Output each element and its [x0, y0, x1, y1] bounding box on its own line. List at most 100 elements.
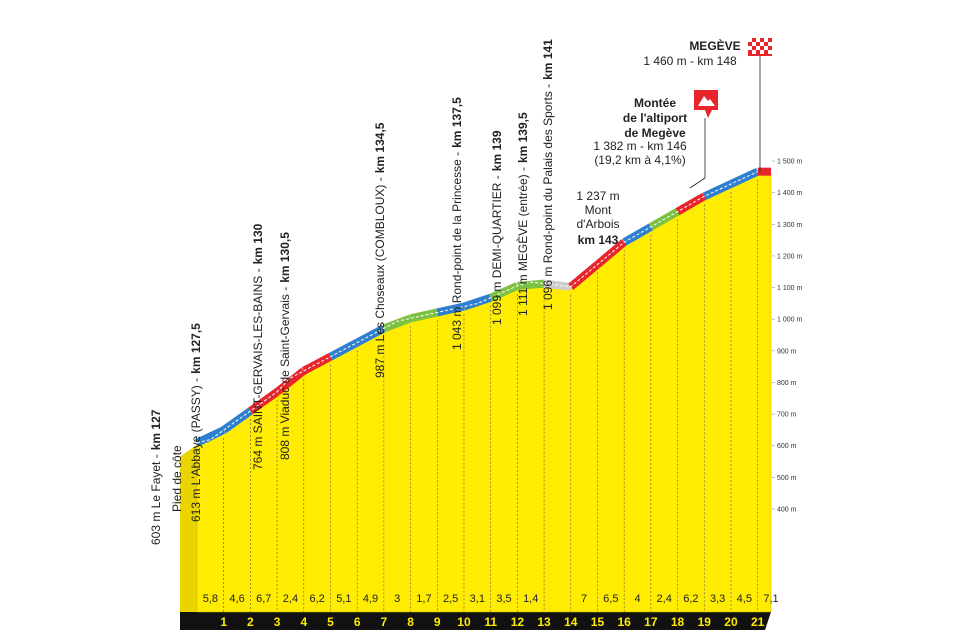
gradient-label: 4 [634, 593, 640, 605]
gradient-band [274, 367, 307, 395]
waypoint-label: 613 m L'Abbaye (PASSY) - km 127,5 [189, 323, 203, 522]
climb-name: Montée [634, 96, 676, 110]
gradient-label: 3 [394, 593, 400, 605]
y-tick-label: 800 m [777, 380, 797, 387]
climb-detail: (19,2 km à 4,1%) [594, 153, 685, 167]
waypoint-label: 1 096 m Rond-point du Palais des Sports … [541, 39, 555, 310]
y-tick-label: 1 100 m [777, 285, 802, 292]
gradient-label: 4,6 [229, 593, 244, 605]
side-face [180, 444, 197, 630]
km-label: 21 [751, 615, 765, 629]
waypoint-km: km 127 [149, 409, 163, 450]
waypoint-label: 1 099 m DEMI-QUARTIER - km 139 [490, 130, 504, 325]
km-label: 2 [247, 615, 254, 629]
gradient-label: 3,5 [496, 593, 511, 605]
waypoint-name: 613 m L'Abbaye (PASSY) - [189, 378, 203, 522]
summit-label: Mont [585, 203, 612, 217]
waypoint-name: 603 m Le Fayet - [149, 454, 163, 545]
waypoint-label: 764 m SAINT-GERVAIS-LES-BAINS - km 130 [251, 223, 265, 470]
gradient-band [517, 279, 545, 290]
y-tick-label: 700 m [777, 412, 797, 419]
gradient-label: 6,2 [683, 593, 698, 605]
km-label: 6 [354, 615, 361, 629]
km-label: 18 [671, 615, 685, 629]
waypoint-km: km 127,5 [189, 323, 203, 374]
km-label: 16 [617, 615, 631, 629]
profile-dash [196, 171, 758, 444]
waypoint-name: 1 099 m DEMI-QUARTIER - [490, 175, 504, 325]
gradient-label: 7 [581, 593, 587, 605]
y-tick-label: 1 300 m [777, 222, 802, 229]
waypoint-label: 808 m Viaduc de Saint-Gervais - km 130,5 [278, 232, 292, 460]
waypoint-km: km 130 [251, 223, 265, 264]
waypoint-name: 764 m SAINT-GERVAIS-LES-BAINS - [251, 268, 265, 470]
gradient-label: 4,5 [737, 593, 752, 605]
gradient-label: 6,2 [309, 593, 324, 605]
gradient-label: 1,7 [416, 593, 431, 605]
waypoint-label: 603 m Le Fayet - km 127 [149, 409, 163, 545]
waypoint-km: km 134,5 [373, 122, 387, 173]
waypoint-name: 1 111 m MEGÈVE (entrée) - [515, 167, 530, 316]
waypoint-note: Pied de côte [170, 445, 184, 512]
km-label: 11 [484, 615, 497, 629]
km-label: 5 [327, 615, 334, 629]
y-tick-label: 1 400 m [777, 190, 802, 197]
gradient-label: 6,7 [256, 593, 271, 605]
waypoint-name: 1 096 m Rond-point du Palais des Sports … [541, 84, 555, 310]
y-tick-label: 1 200 m [777, 253, 802, 260]
summit-label: d'Arbois [577, 217, 620, 231]
km-label: 3 [274, 615, 281, 629]
km-label: 8 [407, 615, 414, 629]
km-label: 15 [591, 615, 605, 629]
y-tick-label: 500 m [777, 475, 797, 482]
gradient-label: 2,5 [443, 593, 458, 605]
gradient-label: 1,4 [523, 593, 538, 605]
gradient-label: 5,8 [203, 593, 218, 605]
km-label: 9 [434, 615, 441, 629]
gradient-label: 3,1 [470, 593, 485, 605]
climb-name: de l'altiport [623, 111, 687, 125]
km-label: 4 [300, 615, 307, 629]
km-label: 14 [564, 615, 578, 629]
waypoint-label: 1 043 m Rond-point de la Princesse - km 1… [450, 97, 464, 350]
km-label: 1 [220, 615, 227, 629]
waypoint-km: km 139,5 [516, 112, 530, 163]
climb-pole [689, 118, 706, 189]
waypoint-km: km 141 [541, 39, 555, 80]
km-label: 12 [511, 615, 525, 629]
climb-detail: 1 382 m - km 146 [593, 139, 687, 153]
climb-name: de Megève [624, 126, 686, 140]
y-tick-label: 1 000 m [777, 317, 802, 324]
gradient-label: 6,5 [603, 593, 618, 605]
waypoint-km: km 130,5 [278, 232, 292, 283]
gradient-label: 3,3 [710, 593, 725, 605]
y-tick-label: 1 500 m [777, 159, 802, 166]
gradient-band [382, 314, 412, 333]
waypoint-km: km 139 [490, 130, 504, 171]
gradient-label: 7,1 [763, 593, 778, 605]
km-label: 17 [644, 615, 658, 629]
km-label: 19 [698, 615, 712, 629]
y-tick-label: 600 m [777, 443, 797, 450]
finish-flag [748, 38, 772, 56]
y-tick-label: 900 m [777, 348, 797, 355]
km-label: 7 [381, 615, 388, 629]
base: 1 2 3 4 5 6 7 8 9 10 11 12 13 14 15 16 17 18 19 20 215,8 4,6 6… [180, 167, 779, 630]
summit-km: km 143 [578, 233, 619, 247]
waypoint-km: km 137,5 [450, 97, 464, 148]
waypoint-name: 808 m Viaduc de Saint-Gervais - [278, 287, 292, 460]
y-tick-label: 400 m [777, 507, 797, 514]
finish-name: MEGÈVE [689, 38, 740, 53]
km-label: 10 [457, 615, 471, 629]
km-band [180, 612, 765, 630]
waypoint-label: 1 111 m MEGÈVE (entrée) - km 139,5 [515, 112, 530, 316]
climb-flag [694, 90, 718, 118]
waypoint-name: 1 043 m Rond-point de la Princesse - [450, 152, 464, 350]
gradient-band [195, 426, 226, 447]
waypoint-label: 987 m Les Choseaux (COMBLOUX) - km 134,5 [373, 122, 387, 378]
gradient-label: 2,4 [283, 593, 298, 605]
gradient-label: 2,4 [657, 593, 672, 605]
gradient-label: 4,9 [363, 593, 378, 605]
summit-label: 1 237 m [576, 189, 619, 203]
